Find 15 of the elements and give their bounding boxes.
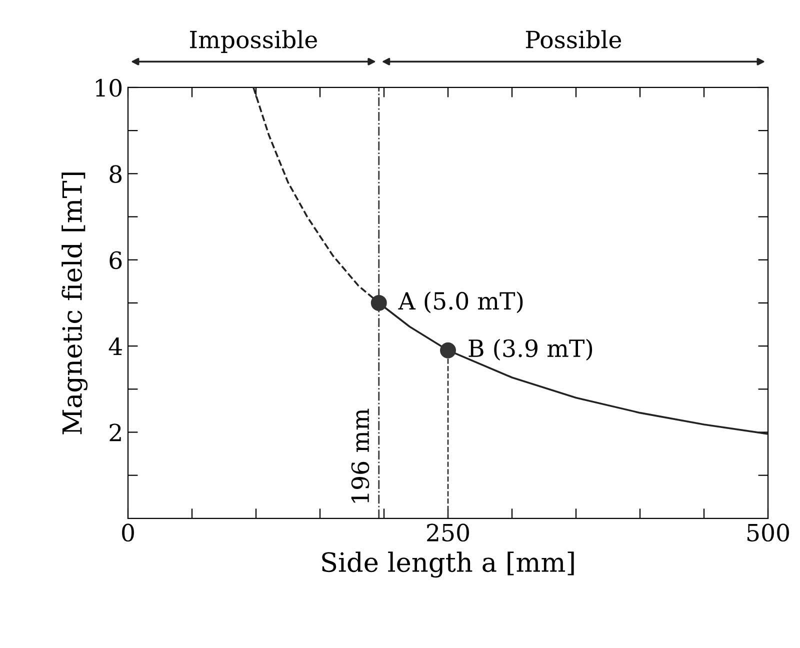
x-tick-label: 250 bbox=[427, 524, 469, 542]
annotation: B (3.9 mT) bbox=[468, 338, 592, 361]
x-tick-label: 500 bbox=[747, 524, 789, 542]
y-axis-title: Magnetic field [mT] bbox=[62, 172, 88, 434]
y-tick-label: 2 bbox=[110, 424, 121, 442]
y-tick-label: 4 bbox=[108, 337, 122, 355]
y-tick-label: 6 bbox=[110, 251, 122, 270]
y-tick-label: 8 bbox=[110, 165, 122, 183]
x-tick-label: 0 bbox=[122, 524, 134, 542]
ref-line-label: 196 mm bbox=[351, 408, 370, 503]
text: Impossible bbox=[190, 30, 317, 54]
text: Possible bbox=[526, 30, 622, 48]
y-tick-label: 10 bbox=[96, 78, 122, 97]
x-axis-title: Side length a [mm] bbox=[322, 552, 574, 578]
annotation: A (5.0 mT) bbox=[398, 292, 523, 314]
